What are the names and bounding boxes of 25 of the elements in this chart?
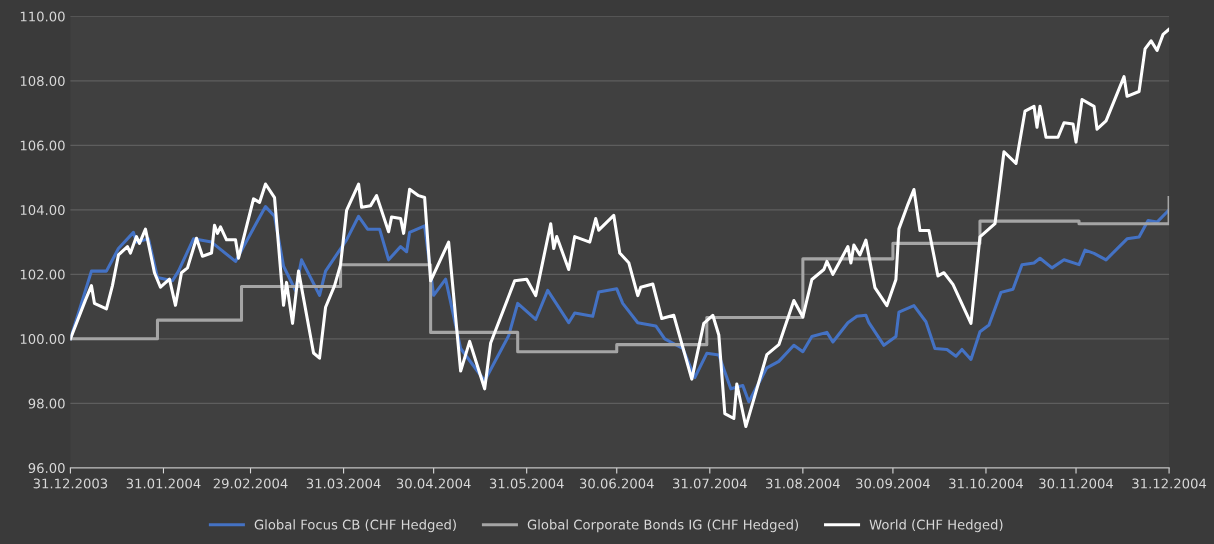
line-series — [70, 27, 1170, 429]
x-tick-label: 29.02.2004 — [213, 478, 288, 489]
x-tick-label: 31.12.2004 — [1132, 478, 1207, 489]
x-tick-label: 31.03.2004 — [306, 478, 381, 489]
x-tick-label: 30.11.2004 — [1039, 478, 1114, 489]
x-tick-label: 31.08.2004 — [766, 478, 840, 489]
x-tick-label: 31.01.2004 — [126, 478, 201, 489]
x-tick-label: 31.05.2004 — [489, 478, 564, 489]
x-tick-label: 30.09.2004 — [856, 478, 930, 489]
legend-label: World (CHF Hedged) — [869, 519, 1003, 533]
y-tick-label: 106.00 — [20, 140, 65, 151]
x-tick-label: 31.10.2004 — [949, 478, 1023, 489]
y-tick-label: 102.00 — [20, 269, 65, 280]
y-tick-label: 104.00 — [20, 205, 65, 216]
y-tick-label: 98.00 — [28, 398, 65, 409]
y-tick-label: 108.00 — [20, 76, 65, 87]
legend-label: Global Focus CB (CHF Hedged) — [254, 519, 456, 533]
y-tick-label: 100.00 — [20, 334, 65, 345]
x-tick-label: 30.04.2004 — [396, 478, 471, 489]
x-tick-label: 31.12.2003 — [33, 478, 108, 489]
legend-label: Global Corporate Bonds IG (CHF Hedged) — [527, 519, 799, 533]
x-tick-label: 30.06.2004 — [579, 478, 654, 489]
x-tick-label: 31.07.2004 — [673, 478, 747, 489]
y-tick-label: 110.00 — [20, 11, 65, 22]
y-tick-label: 96.00 — [28, 463, 65, 474]
